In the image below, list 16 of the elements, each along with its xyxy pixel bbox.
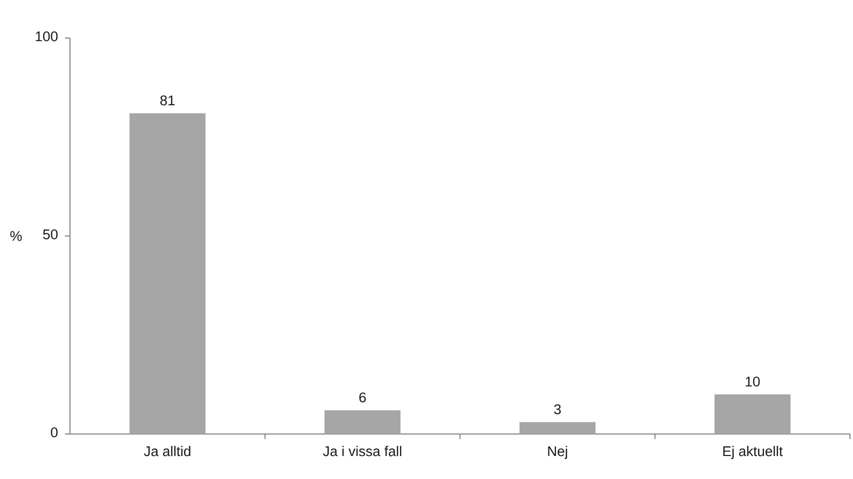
- data-label: 3: [554, 404, 561, 414]
- y-axis-title: %: [10, 231, 22, 241]
- y-tick-label: 100: [36, 31, 58, 42]
- x-tick-label: Ja i vissa fall: [323, 446, 402, 456]
- bar: [714, 394, 791, 434]
- y-tick-label: 50: [43, 229, 58, 240]
- x-tick-label: Ej aktuellt: [723, 446, 783, 459]
- bar: [520, 422, 596, 434]
- x-tick-label: Nej: [548, 446, 568, 459]
- x-tick-label: Ja alltid: [144, 446, 190, 456]
- data-label: 6: [359, 392, 366, 402]
- data-label: 10: [746, 376, 760, 387]
- bar: [324, 410, 401, 434]
- bar: [130, 113, 206, 434]
- y-tick-label: 0: [50, 427, 58, 438]
- data-label: 81: [160, 95, 175, 106]
